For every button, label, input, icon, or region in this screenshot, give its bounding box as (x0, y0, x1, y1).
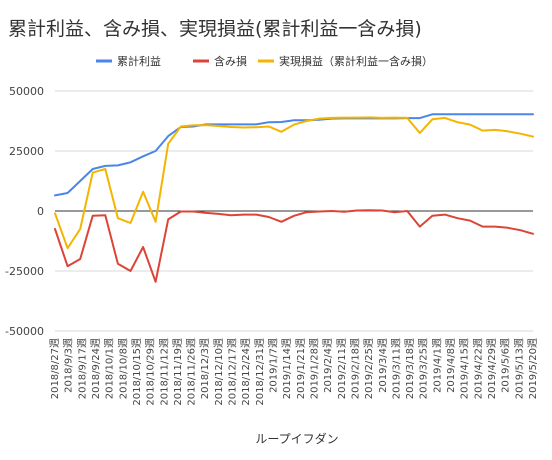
gridlines (55, 90, 533, 332)
x-tick-label: 2019/2/4週 (322, 338, 334, 393)
x-tick-label: 2018/8/27週 (49, 338, 61, 399)
x-tick-label: 2018/12/10週 (213, 338, 225, 406)
x-tick-label: 2019/4/15週 (459, 338, 471, 399)
x-tick-label: 2019/3/18週 (404, 338, 416, 399)
y-tick-label: 25000 (9, 145, 44, 158)
x-tick-label: 2018/10/8週 (117, 338, 129, 399)
x-tick-label: 2019/5/13週 (513, 338, 525, 399)
x-tick-label: 2019/1/21週 (295, 338, 307, 399)
x-tick-label: 2018/12/24週 (240, 338, 252, 406)
x-axis-label: ループイフダン (255, 431, 338, 446)
x-tick-label: 2018/9/3週 (63, 338, 75, 393)
legend-label: 実現損益（累計利益一含み損） (279, 54, 433, 68)
x-tick-label: 2018/9/17週 (76, 338, 88, 399)
x-tick-label: 2018/12/3週 (199, 338, 211, 399)
x-tick-label: 2019/3/25週 (418, 338, 430, 399)
x-tick-label: 2019/3/11週 (390, 338, 402, 399)
x-tick-label: 2019/2/11週 (336, 338, 348, 399)
y-axis-ticks: -50000 -25000 0 25000 50000 (5, 85, 44, 338)
series-lines (54, 113, 534, 283)
series-line (54, 113, 534, 197)
x-tick-label: 2019/1/28週 (308, 338, 320, 399)
x-tick-label: 2018/10/1週 (104, 338, 116, 399)
series-line (54, 209, 534, 283)
x-tick-label: 2019/4/8週 (445, 338, 457, 393)
y-tick-label: 0 (37, 205, 44, 218)
x-tick-label: 2019/4/22週 (472, 338, 484, 399)
legend-label: 含み損 (214, 54, 247, 68)
x-tick-label: 2019/1/7週 (268, 338, 280, 393)
x-axis-ticks: 2018/8/27週 2018/9/3週 2018/9/17週 2018/9/24週 2… (49, 338, 539, 406)
x-tick-label: 2019/1/14週 (281, 338, 293, 399)
x-tick-label: 2019/2/18週 (349, 338, 361, 399)
x-tick-label: 2019/3/4週 (377, 338, 389, 393)
y-tick-label: 50000 (9, 85, 44, 98)
x-tick-label: 2018/10/15週 (131, 338, 143, 406)
x-tick-label: 2019/5/6週 (500, 338, 512, 393)
legend-label: 累計利益 (117, 54, 161, 68)
x-tick-label: 2019/4/29週 (486, 338, 498, 399)
x-tick-label: 2019/5/20週 (527, 338, 539, 399)
series-line (54, 116, 534, 250)
x-tick-label: 2018/11/26週 (186, 338, 198, 406)
x-tick-label: 2019/4/1週 (431, 338, 443, 393)
x-tick-label: 2018/11/12週 (158, 338, 170, 406)
x-tick-label: 2018/9/24週 (90, 338, 102, 399)
x-tick-label: 2018/11/19週 (172, 338, 184, 406)
x-tick-label: 2018/10/29週 (145, 338, 157, 406)
y-tick-label: -25000 (5, 265, 44, 278)
x-tick-label: 2019/2/25週 (363, 338, 375, 399)
x-tick-label: 2018/12/31週 (254, 338, 266, 406)
y-tick-label: -50000 (5, 325, 44, 338)
chart-title: 累計利益、含み損、実現損益(累計利益一含み損) (8, 18, 422, 40)
legend: 累計利益 含み損 実現損益（累計利益一含み損） (96, 54, 433, 68)
x-tick-label: 2018/12/17週 (227, 338, 239, 406)
